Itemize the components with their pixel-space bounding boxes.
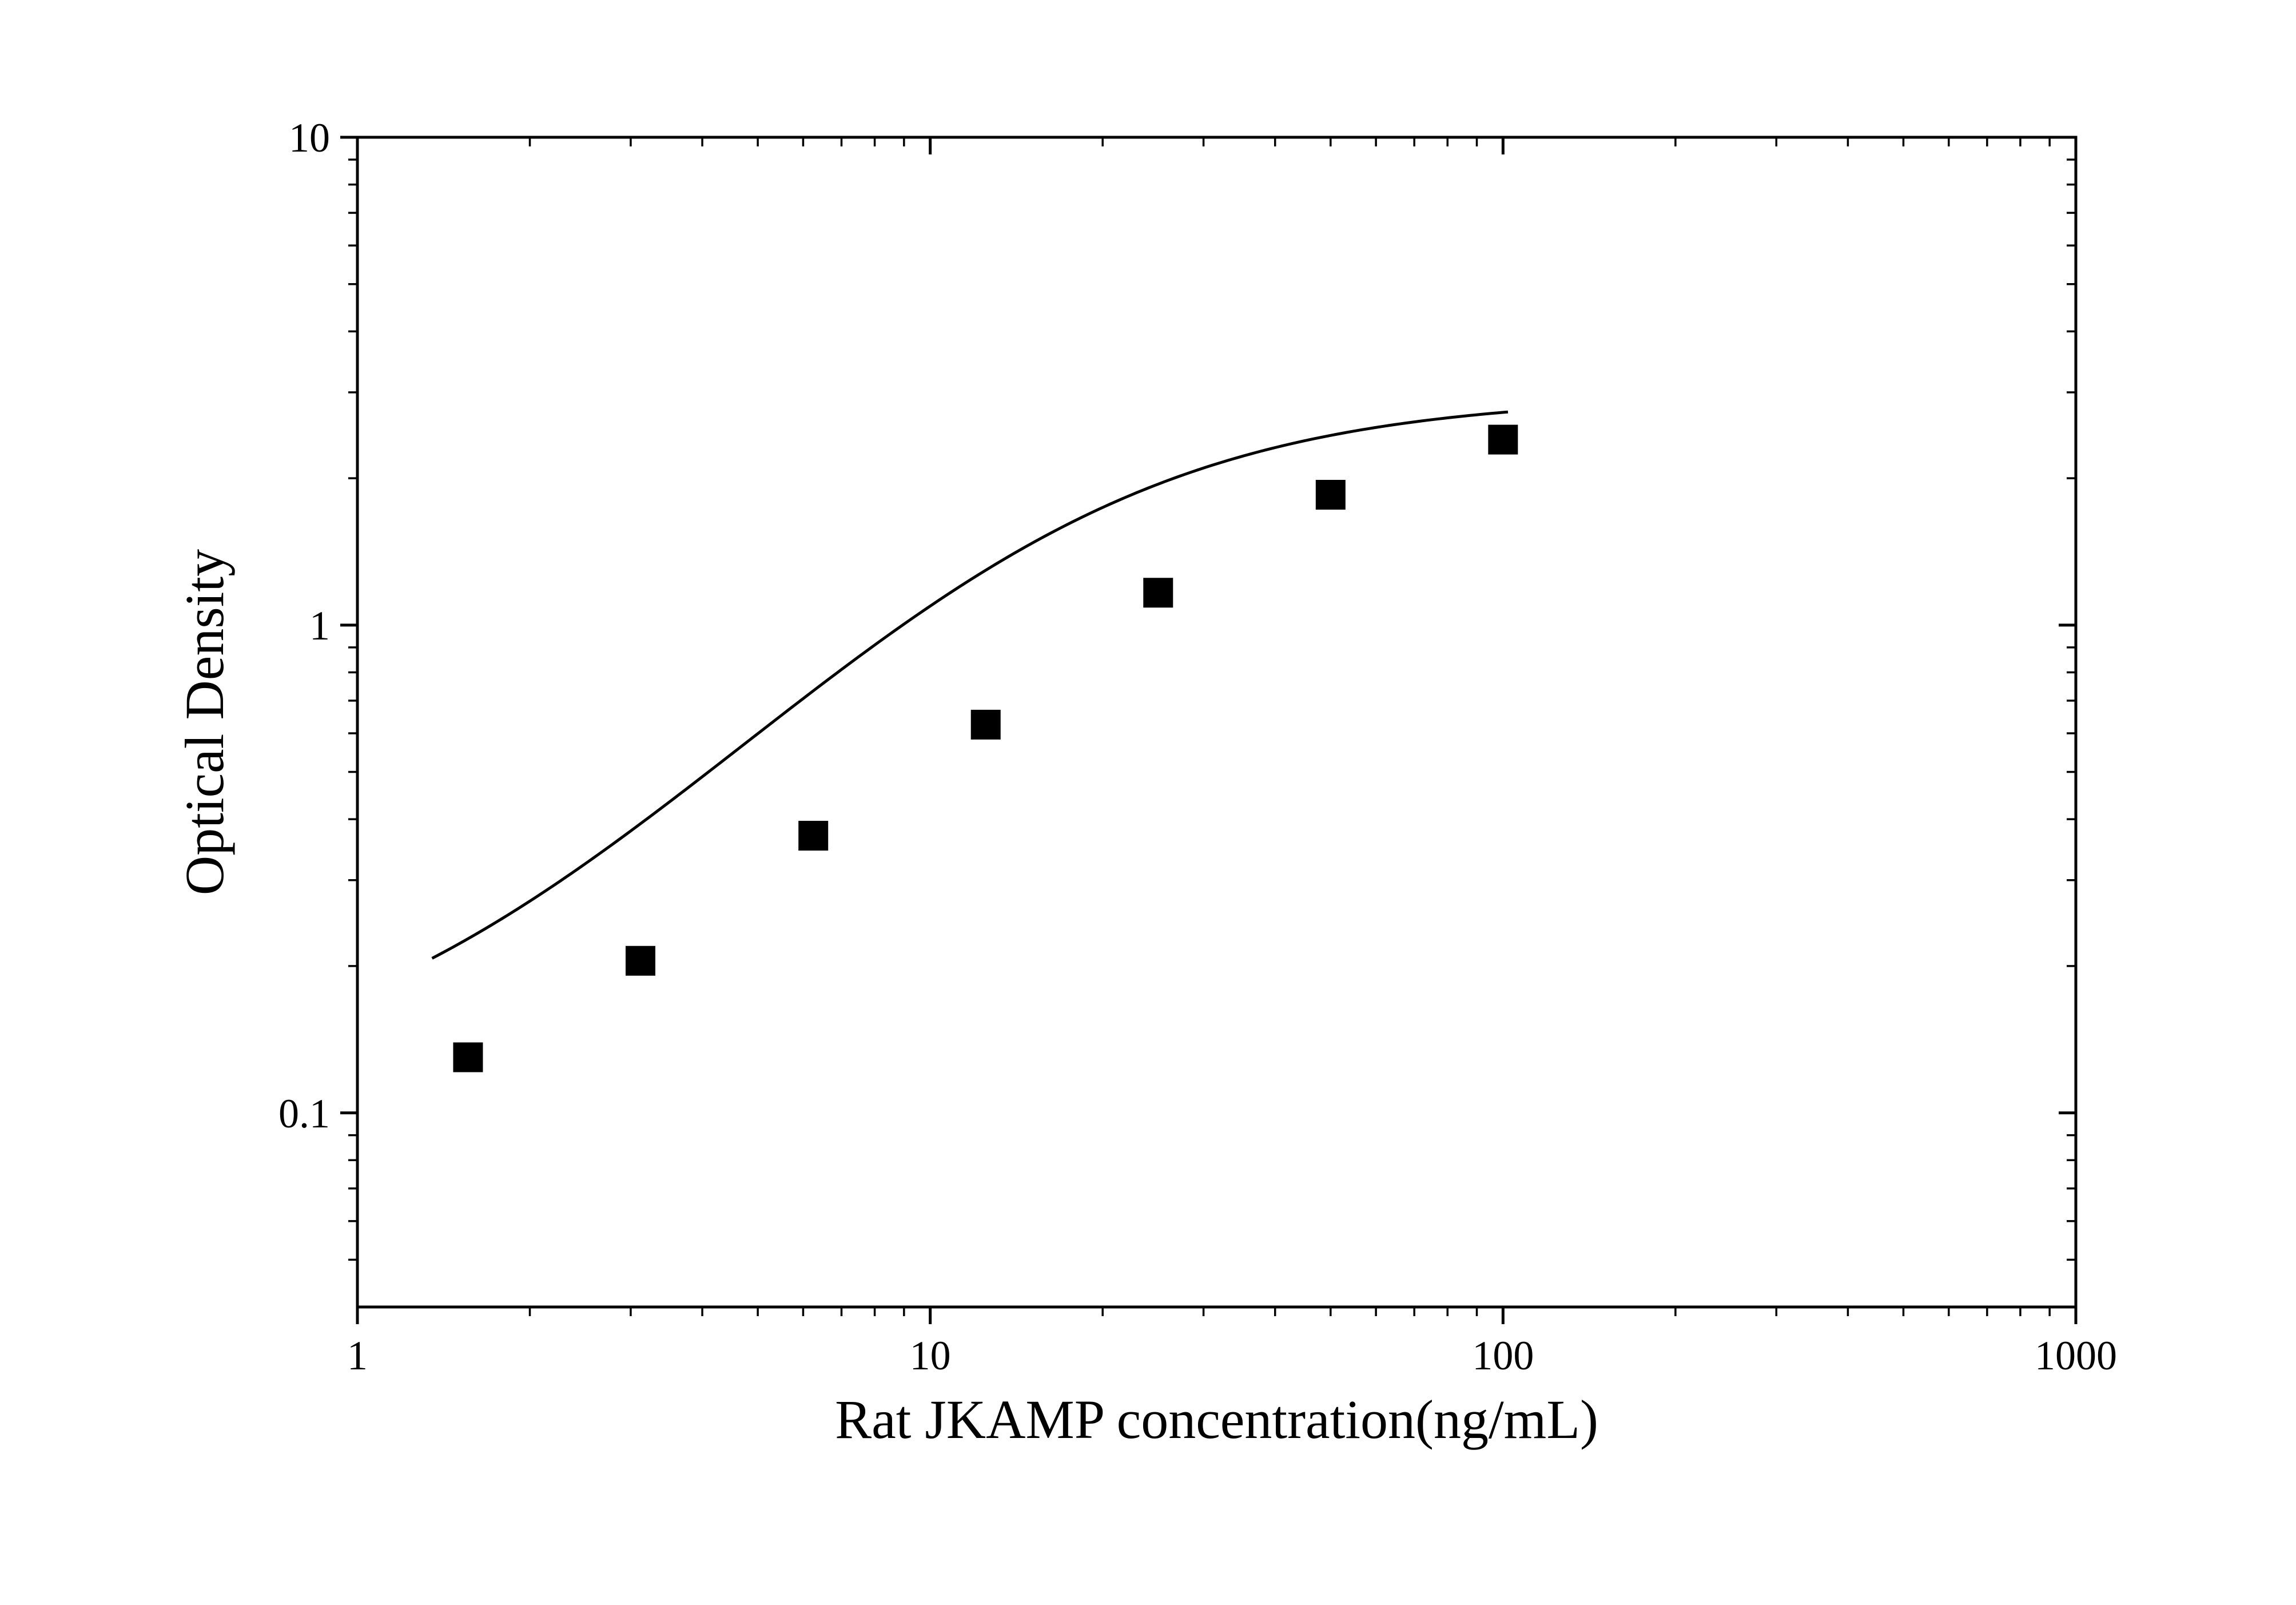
- x-tick-label: 1000: [2035, 1333, 2117, 1378]
- chart-svg: 1 10 100 1000 0.1 1 10 Rat JKAMP concentration(…: [0, 0, 2296, 1605]
- y-tick-label: 10: [289, 115, 330, 161]
- x-tick-label: 1: [347, 1333, 368, 1378]
- y-tick-label: 1: [309, 603, 330, 649]
- y-axis-label: Optical Density: [174, 549, 235, 895]
- data-marker: [626, 947, 655, 975]
- x-axis-label: Rat JKAMP concentration(ng/mL): [835, 1389, 1598, 1450]
- x-tick-label: 10: [910, 1333, 951, 1378]
- data-marker: [453, 1043, 482, 1071]
- fit-curve: [432, 412, 1508, 958]
- data-marker: [1316, 480, 1345, 509]
- data-marker: [972, 710, 1000, 739]
- data-marker: [1144, 578, 1172, 607]
- data-marker: [1489, 426, 1517, 454]
- plot-frame: [357, 137, 2076, 1307]
- data-marker: [799, 821, 827, 850]
- x-tick-label: 100: [1472, 1333, 1534, 1378]
- chart-container: 1 10 100 1000 0.1 1 10 Rat JKAMP concentration(…: [0, 0, 2296, 1605]
- y-tick-label: 0.1: [278, 1091, 330, 1137]
